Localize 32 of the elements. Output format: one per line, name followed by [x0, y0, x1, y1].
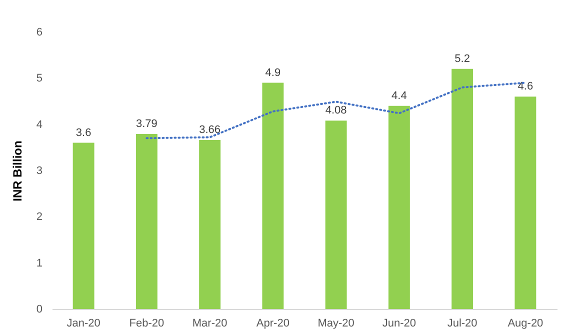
data-label: 3.6 — [76, 126, 92, 139]
bar — [325, 120, 347, 309]
x-tick-label: Apr-20 — [256, 318, 290, 330]
y-tick-label: 5 — [36, 72, 42, 85]
bar — [262, 82, 284, 309]
x-tick-label: Jul-20 — [447, 318, 478, 330]
bar — [388, 106, 410, 309]
y-tick-label: 1 — [36, 257, 42, 270]
bar — [136, 134, 158, 309]
data-label: 4.08 — [325, 104, 347, 117]
bar — [199, 140, 221, 309]
bar — [514, 96, 536, 309]
x-tick-label: Jan-20 — [66, 318, 100, 330]
y-tick-label: 3 — [36, 165, 42, 177]
data-label: 4.6 — [518, 80, 534, 93]
data-label: 4.9 — [265, 66, 281, 79]
data-label: 3.79 — [136, 118, 158, 130]
x-tick-label: Jun-20 — [382, 318, 416, 330]
bar — [72, 142, 94, 309]
data-label: 5.2 — [454, 52, 470, 65]
x-tick-label: Feb-20 — [129, 318, 164, 330]
x-tick-label: May-20 — [318, 318, 354, 330]
y-tick-label: 4 — [36, 118, 42, 131]
y-tick-label: 2 — [36, 211, 42, 224]
y-tick-label: 0 — [36, 304, 42, 316]
data-label: 3.66 — [199, 124, 221, 136]
x-tick-label: Aug-20 — [508, 318, 544, 330]
y-axis-title: INR Billion — [10, 140, 24, 202]
x-tick-label: Mar-20 — [192, 318, 228, 330]
bar — [452, 68, 474, 309]
y-tick-label: 6 — [36, 26, 42, 38]
data-label: 4.4 — [392, 90, 407, 102]
